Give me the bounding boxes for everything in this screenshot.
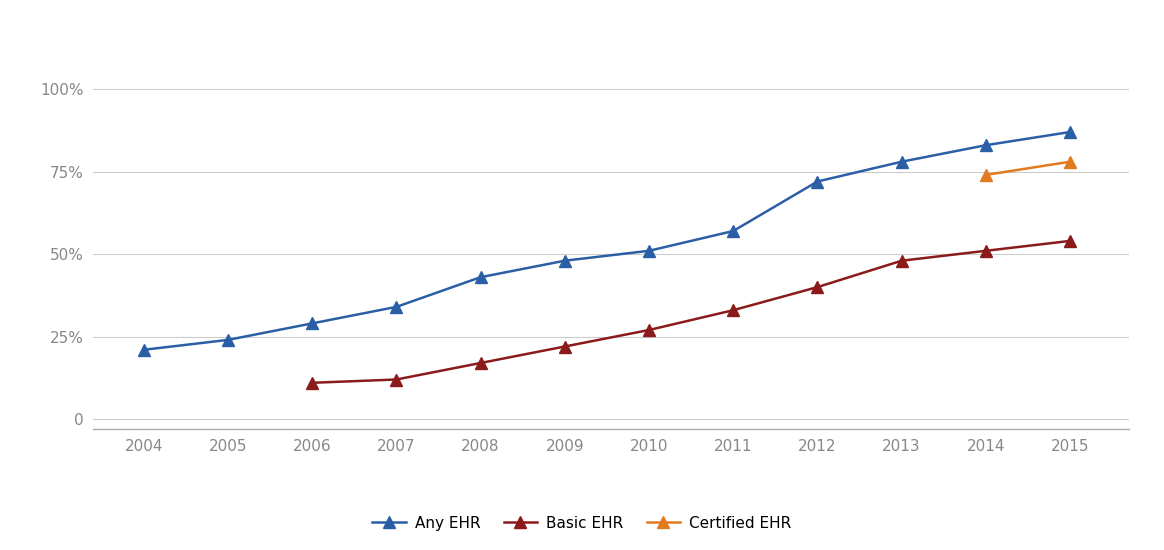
Legend: Any EHR, Basic EHR, Certified EHR: Any EHR, Basic EHR, Certified EHR xyxy=(367,510,797,537)
